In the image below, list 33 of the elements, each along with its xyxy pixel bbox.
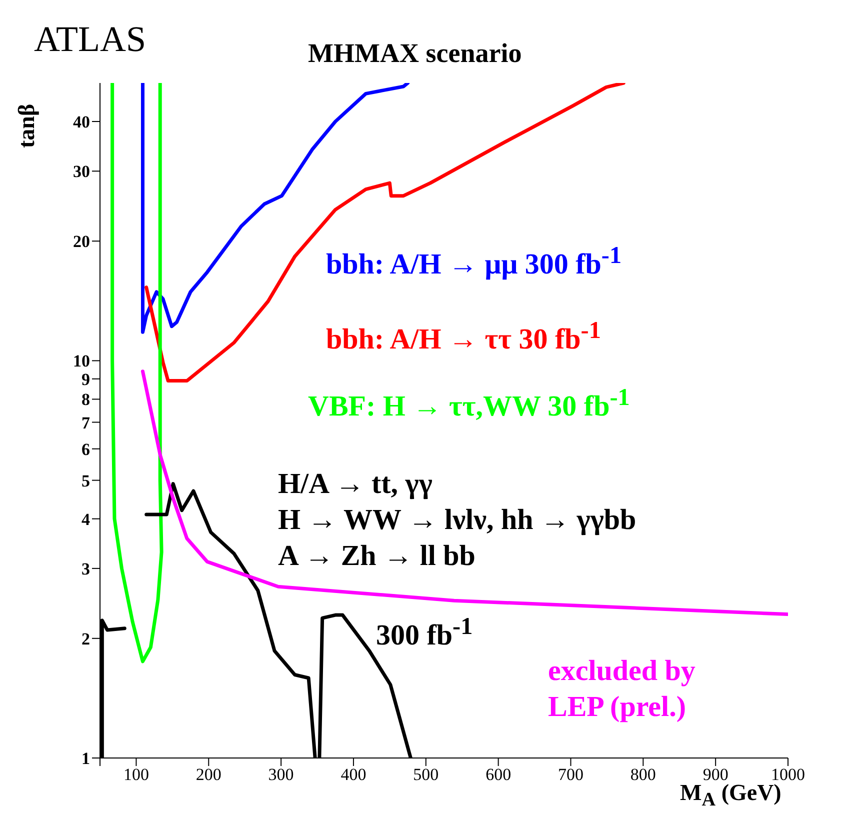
y-tick-label: 20 — [73, 232, 90, 252]
x-tick-label: 300 — [268, 765, 294, 784]
text: VBF: H → ττ,WW 30 fb$^{-1}$ — [308, 383, 630, 425]
y-tick-label: 5 — [82, 471, 90, 490]
y-tick-label: 7 — [82, 413, 90, 432]
series-label: excluded by LEP (prel.) — [548, 654, 696, 725]
x-tick-label: 800 — [630, 765, 656, 784]
y-tick-label: 3 — [82, 559, 90, 578]
y-tick-label: 1 — [82, 749, 90, 768]
y-tick-label: 10 — [73, 352, 90, 371]
text: ATLAS — [34, 18, 146, 60]
text: bbh: A/H → μμ 300 fb$^{-1}$ — [326, 241, 622, 283]
annotation: 300 fb$^{-1}$ — [376, 613, 473, 653]
y-tick-label: 30 — [73, 162, 90, 182]
x-tick-label: 600 — [486, 765, 512, 784]
y-tick-label: 2 — [82, 629, 90, 648]
x-tick-label: 700 — [558, 765, 584, 784]
y-tick-label: 4 — [82, 510, 90, 529]
x-tick-label: 400 — [340, 765, 366, 784]
x-tick-label: 500 — [413, 765, 439, 784]
line-series — [144, 83, 626, 383]
line-series — [110, 83, 164, 664]
y-axis-title: tanβ — [14, 104, 40, 148]
series-label: H/A → tt, γγ H → WW → lνlν, hh → γγbb A → Zh → ll bb — [278, 467, 636, 574]
y-tick-label: 9 — [82, 370, 90, 389]
y-tick-label: 40 — [73, 112, 90, 132]
x-tick-label: 200 — [196, 765, 222, 784]
chart-title: MHMAX scenario — [308, 38, 522, 69]
series-label: bbh: A/H → ττ 30 fb$^{-1}$ — [326, 316, 601, 358]
y-tick-label: 8 — [82, 390, 90, 410]
x-tick-label: 100 — [123, 765, 149, 784]
line-series — [140, 370, 788, 616]
y-tick-label: 6 — [82, 440, 90, 459]
